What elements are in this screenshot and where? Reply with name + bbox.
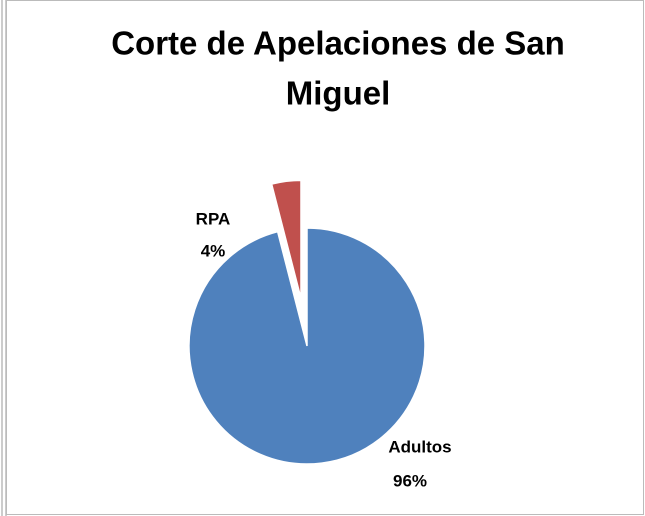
chart-title: Corte de Apelaciones de San: [111, 25, 565, 62]
pie-slice: [188, 227, 426, 465]
pie-slice: [270, 179, 302, 299]
chart-title: Miguel: [286, 75, 391, 112]
slice-value: 96%: [393, 471, 427, 490]
chart-border: [6, 0, 644, 515]
slice-value: 4%: [201, 241, 226, 260]
slice-label: RPA: [196, 209, 231, 228]
slice-label: Adultos: [388, 437, 451, 456]
